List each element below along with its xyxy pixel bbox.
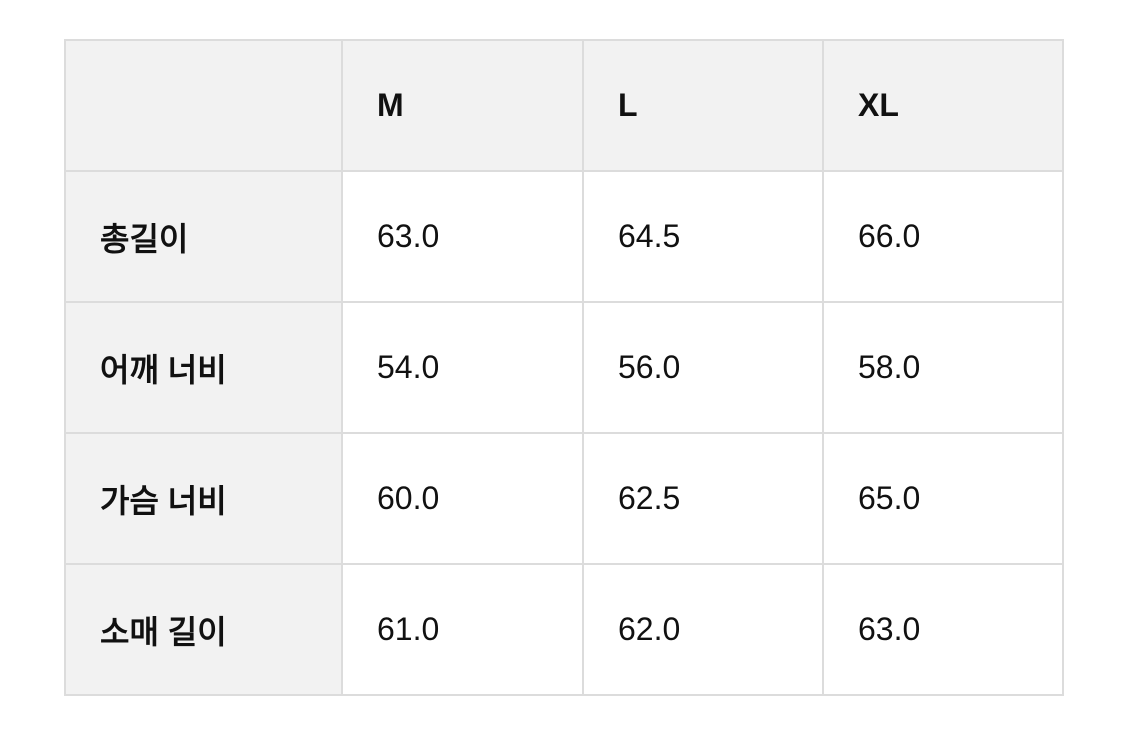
cell-value: 58.0: [822, 301, 1064, 434]
header-cell-empty: [64, 39, 343, 172]
header-cell-m: M: [341, 39, 584, 172]
header-cell-xl: XL: [822, 39, 1064, 172]
header-cell-l: L: [582, 39, 824, 172]
cell-value: 61.0: [341, 563, 584, 696]
size-table: M L XL 총길이 63.0 64.5 66.0 어깨 너비 54.0 56.…: [64, 39, 1064, 696]
cell-value: 65.0: [822, 432, 1064, 565]
cell-value: 63.0: [341, 170, 584, 303]
cell-value: 56.0: [582, 301, 824, 434]
table-row: 소매 길이 61.0 62.0 63.0: [64, 563, 1064, 696]
row-label: 가슴 너비: [64, 432, 343, 565]
row-label: 어깨 너비: [64, 301, 343, 434]
table-row: 가슴 너비 60.0 62.5 65.0: [64, 432, 1064, 565]
cell-value: 62.0: [582, 563, 824, 696]
row-label: 총길이: [64, 170, 343, 303]
cell-value: 54.0: [341, 301, 584, 434]
cell-value: 66.0: [822, 170, 1064, 303]
table-row: 어깨 너비 54.0 56.0 58.0: [64, 301, 1064, 434]
cell-value: 64.5: [582, 170, 824, 303]
table-row: 총길이 63.0 64.5 66.0: [64, 170, 1064, 303]
header-row: M L XL: [64, 39, 1064, 172]
cell-value: 62.5: [582, 432, 824, 565]
row-label: 소매 길이: [64, 563, 343, 696]
cell-value: 60.0: [341, 432, 584, 565]
cell-value: 63.0: [822, 563, 1064, 696]
